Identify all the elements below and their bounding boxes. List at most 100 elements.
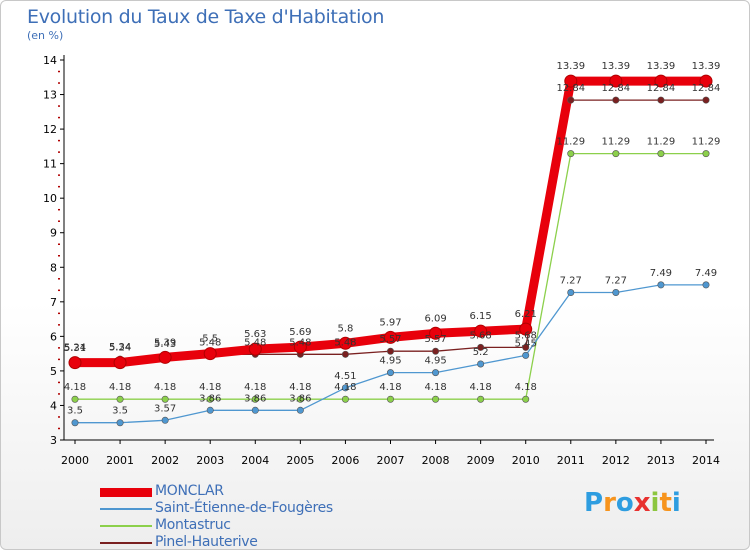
legend-swatch (100, 488, 152, 497)
data-label: 3.86 (244, 393, 266, 404)
data-point (609, 74, 623, 88)
data-label: 5.2 (473, 347, 489, 358)
data-label: 5.57 (379, 334, 401, 345)
x-tick-label: 2009 (467, 454, 495, 467)
data-point (657, 150, 665, 158)
data-label: 4.18 (470, 382, 492, 393)
series-points (68, 74, 713, 427)
data-point (341, 384, 349, 392)
data-point (113, 356, 127, 370)
data-label: 4.18 (379, 382, 401, 393)
data-label: 3.5 (67, 406, 83, 417)
data-label: 12.84 (647, 83, 676, 94)
data-label: 4.18 (515, 382, 537, 393)
data-point (432, 369, 440, 377)
data-point (161, 395, 169, 403)
data-label: 7.49 (650, 268, 672, 279)
data-label: 3.5 (112, 406, 128, 417)
data-point (71, 419, 79, 427)
data-point (702, 96, 710, 104)
y-tick-label: 3 (50, 434, 57, 447)
data-point (432, 347, 440, 355)
data-label: 5.5 (202, 334, 218, 345)
data-point (567, 288, 575, 296)
data-point (657, 96, 665, 104)
data-label: 11.29 (692, 137, 721, 148)
data-label: 5.69 (289, 327, 311, 338)
data-point (522, 343, 530, 351)
x-tick-label: 2003 (196, 454, 224, 467)
data-label: 5.48 (289, 337, 311, 348)
data-point (206, 406, 214, 414)
x-tick-label: 2007 (377, 454, 405, 467)
chart-unit-label: (en %) (27, 29, 64, 42)
legend-label: Montastruc (155, 517, 231, 533)
data-label: 12.84 (556, 83, 585, 94)
x-tick-label: 2000 (61, 454, 89, 467)
data-point (477, 343, 485, 351)
data-point (386, 347, 394, 355)
x-tick-label: 2013 (647, 454, 675, 467)
data-label: 4.18 (289, 382, 311, 393)
data-label: 5.97 (379, 317, 401, 328)
data-point (68, 356, 82, 370)
data-labels: 5.24 5.24 5.39 5.5 5.63 5.69 5.8 5.97 6.09 6.15 6.… (64, 61, 720, 417)
data-label: 4.95 (424, 356, 446, 367)
data-label: 5.48 (244, 337, 266, 348)
x-axis-tick-labels: 2000 2001 2002 2003 2004 2005 2006 2007 2008 2009… (61, 454, 720, 467)
data-label: 3.86 (289, 393, 311, 404)
y-axis-tick-labels: 3 4 5 6 7 8 9 10 11 12 13 14 (43, 54, 57, 447)
data-point (251, 395, 259, 403)
data-point (341, 350, 349, 358)
x-tick-label: 2008 (422, 454, 450, 467)
data-label: 7.49 (695, 268, 717, 279)
data-label: 7.27 (560, 275, 582, 286)
data-label: 4.18 (424, 382, 446, 393)
data-point (612, 150, 620, 158)
data-label: 6.09 (424, 313, 446, 324)
logo-letter: P (584, 488, 604, 518)
data-point (567, 96, 575, 104)
data-label: 11.29 (647, 137, 676, 148)
data-label: 12.84 (602, 83, 631, 94)
logo-letter: x (633, 488, 651, 518)
legend-swatch (100, 508, 152, 510)
data-point (657, 281, 665, 289)
y-tick-label: 7 (50, 296, 57, 309)
data-point (702, 150, 710, 158)
proxiti-logo[interactable]: Proxiti (584, 488, 681, 518)
legend-swatch (100, 542, 152, 544)
data-point (474, 324, 488, 338)
data-point (612, 288, 620, 296)
data-label: 5.48 (199, 337, 221, 348)
data-point (384, 330, 397, 344)
logo-letter: i (671, 488, 681, 518)
data-label: 13.39 (602, 61, 631, 72)
data-point (338, 336, 352, 350)
data-label: 4.18 (244, 382, 266, 393)
data-label: 5.63 (244, 329, 266, 340)
data-point (248, 342, 262, 356)
data-label: 13.39 (692, 61, 721, 72)
data-label: 5.48 (334, 337, 356, 348)
data-label: 4.18 (334, 382, 356, 393)
data-point (251, 406, 259, 414)
y-tick-label: 13 (43, 89, 57, 102)
x-tick-label: 2002 (151, 454, 179, 467)
data-label: 5.24 (109, 343, 131, 354)
data-label: 6.21 (515, 309, 537, 320)
data-label: 11.29 (556, 137, 585, 148)
data-label: 3.57 (154, 403, 176, 414)
y-tick-label: 11 (43, 158, 57, 171)
data-label: 12.84 (692, 83, 721, 94)
data-point (432, 395, 440, 403)
data-label: 5.68 (470, 330, 492, 341)
x-tick-label: 2005 (286, 454, 314, 467)
logo-letter: r (603, 488, 616, 518)
y-tick-label: 5 (50, 365, 57, 378)
data-point (116, 395, 124, 403)
data-label: 5.34 (109, 342, 131, 353)
y-tick-label: 10 (43, 192, 57, 205)
data-point (203, 347, 217, 361)
